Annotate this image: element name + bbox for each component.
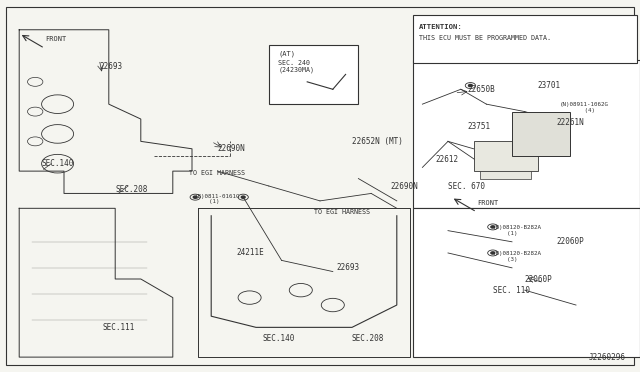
Text: SEC.140: SEC.140 — [42, 159, 74, 168]
Text: 22690N: 22690N — [390, 182, 418, 190]
Bar — [269, 45, 358, 104]
Text: 22060P: 22060P — [525, 275, 552, 283]
Text: 22650B: 22650B — [467, 85, 495, 94]
Bar — [512, 112, 570, 156]
Text: (B)08120-B282A
    (1): (B)08120-B282A (1) — [493, 225, 542, 236]
Circle shape — [468, 84, 472, 87]
Text: 22652N (MT): 22652N (MT) — [352, 137, 403, 146]
Text: 23701: 23701 — [538, 81, 561, 90]
Text: SEC.208: SEC.208 — [352, 334, 385, 343]
Text: (B)0811-0161G
    (1): (B)0811-0161G (1) — [195, 193, 241, 205]
Circle shape — [193, 196, 197, 198]
Text: 22060P: 22060P — [557, 237, 584, 246]
Text: FRONT: FRONT — [477, 200, 498, 206]
Text: THIS ECU MUST BE PROGRAMMED DATA.: THIS ECU MUST BE PROGRAMMED DATA. — [419, 35, 551, 41]
Text: 22693: 22693 — [336, 263, 359, 272]
Text: 22261N: 22261N — [557, 118, 584, 127]
Text: 24211E: 24211E — [237, 248, 264, 257]
Text: (AT): (AT) — [278, 50, 296, 57]
Text: TO EGI HARNESS: TO EGI HARNESS — [314, 209, 370, 215]
Text: SEC. 110: SEC. 110 — [493, 286, 530, 295]
Text: J2260296: J2260296 — [589, 353, 626, 362]
Bar — [480, 171, 531, 179]
Text: (B)08120-B282A
    (3): (B)08120-B282A (3) — [493, 251, 542, 262]
Bar — [413, 208, 640, 357]
Text: 22690N: 22690N — [218, 144, 245, 153]
Text: SEC. 240
(24230MA): SEC. 240 (24230MA) — [278, 60, 314, 73]
Text: 23751: 23751 — [467, 122, 490, 131]
Circle shape — [491, 252, 495, 254]
Text: SEC.208: SEC.208 — [115, 185, 148, 194]
Circle shape — [491, 226, 495, 228]
Text: (N)08911-1062G
       (4): (N)08911-1062G (4) — [560, 102, 609, 113]
Text: FRONT: FRONT — [45, 36, 66, 42]
Text: 22693: 22693 — [99, 62, 122, 71]
Text: 22612: 22612 — [435, 155, 458, 164]
Bar — [413, 60, 640, 208]
Text: ATTENTION:: ATTENTION: — [419, 24, 463, 30]
Text: SEC.140: SEC.140 — [262, 334, 295, 343]
Bar — [413, 15, 637, 63]
Text: TO EGI HARNESS: TO EGI HARNESS — [189, 170, 244, 176]
Text: SEC.111: SEC.111 — [102, 323, 135, 332]
Bar — [474, 141, 538, 171]
Text: SEC. 670: SEC. 670 — [448, 182, 485, 190]
Circle shape — [241, 196, 245, 198]
